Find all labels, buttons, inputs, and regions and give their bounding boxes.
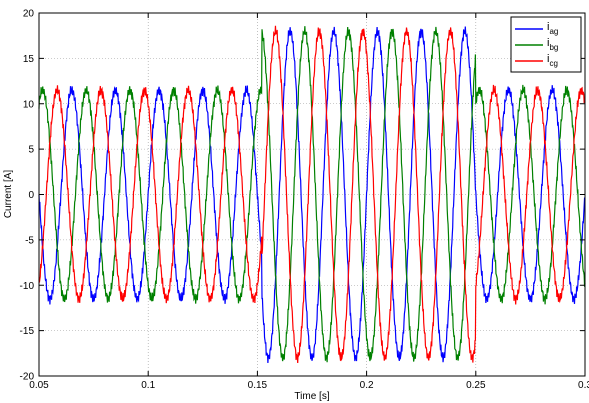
y-tick-label: 20 [23,9,35,20]
x-tick-label: 0.15 [248,380,268,391]
series-line-icg [38,25,586,363]
y-tick-label: -5 [25,235,34,246]
y-tick-label: -10 [20,281,35,292]
x-tick-labels: 0.05 0.1 0.15 0.2 0.25 0.3 [29,380,589,391]
y-tick-labels: -20 -15 -10 -5 0 5 10 15 20 [20,9,35,383]
x-axis-label: Time [s] [294,391,329,402]
x-tick-label: 0.05 [29,380,49,391]
y-tick-label: 10 [23,99,35,110]
x-tick-label: 0.1 [141,380,155,391]
y-tick-label: 0 [28,190,34,201]
y-axis-label: Current [A] [3,170,14,219]
series-group [38,25,586,364]
legend-label: ibg [547,37,558,52]
legend-label: icg [547,53,558,68]
x-tick-label: 0.3 [578,380,589,391]
x-tick-label: 0.25 [466,380,486,391]
legend-box [510,16,582,73]
x-tick-label: 0.2 [360,380,374,391]
axis-ticks [38,12,586,377]
y-tick-label: 15 [23,54,35,65]
y-tick-label: -20 [20,372,35,383]
y-tick-label: -15 [20,326,35,337]
y-tick-label: 5 [28,145,34,156]
legend-label: iag [547,21,558,36]
